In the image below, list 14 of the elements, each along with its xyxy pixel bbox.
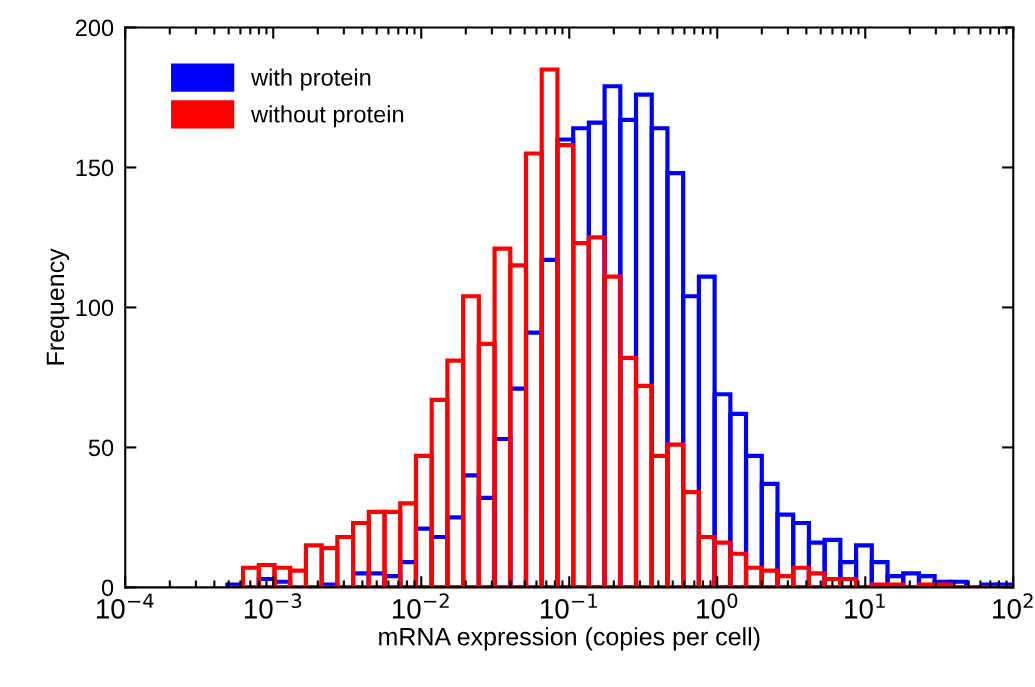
x-tick-label: 10$^{−2}$ (392, 593, 449, 619)
x-tick-label: 10$^{0}$ (697, 593, 738, 619)
x-tick-label: 10$^{1}$ (845, 593, 885, 619)
y-tick-label: 200 (75, 19, 114, 37)
legend-label: without protein (251, 105, 404, 128)
y-tick-label: 50 (88, 439, 114, 457)
x-tick-label: 10$^{−1}$ (540, 593, 597, 619)
y-tick-label: 100 (76, 299, 114, 317)
x-axis-title: mRNA expression (copies per cell) (379, 627, 760, 651)
legend-label: with protein (251, 68, 371, 91)
x-tick-label: 10$^{−3}$ (244, 593, 302, 619)
x-tick-label: 10$^{2}$ (993, 593, 1033, 619)
y-tick-label: 150 (76, 159, 114, 177)
y-axis-title: Frequency (46, 248, 70, 365)
